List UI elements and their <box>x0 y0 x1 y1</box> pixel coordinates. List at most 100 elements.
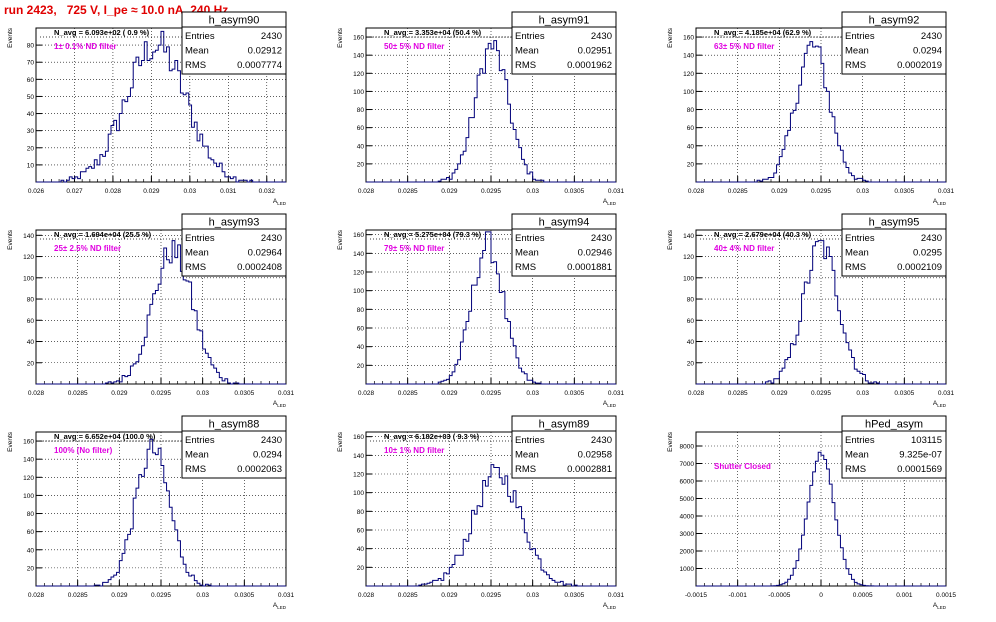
x-tick-label: 0.029 <box>143 188 160 195</box>
histogram-panel-h_asym93: 0.028 0.0285 0.029 0.0295 0.03 0.0305 0.031 20 4… <box>7 213 295 408</box>
stats-label-entries: Entries <box>185 435 215 446</box>
stats-value-entries: 2430 <box>591 435 612 446</box>
x-tick-label: -0.001 <box>728 592 747 599</box>
stats-label-mean: Mean <box>185 450 209 461</box>
y-axis-title: Events <box>7 431 14 452</box>
y-tick-label: 160 <box>353 232 364 239</box>
y-axis-title: Events <box>7 27 14 48</box>
x-tick-label: 0.028 <box>358 592 375 599</box>
stats-box <box>841 415 947 479</box>
stats-box <box>511 415 617 479</box>
y-tick-label: 120 <box>683 254 694 261</box>
x-axis-title: ALED <box>603 198 617 206</box>
x-tick-label: 0.031 <box>938 188 955 195</box>
stats-label-mean: Mean <box>185 46 209 57</box>
filter-label: 25± 2.5% ND filter <box>54 244 121 253</box>
histogram-bars-hPed_asym <box>696 451 946 587</box>
histogram-name: h_asym89 <box>539 419 590 431</box>
stats-box <box>181 213 287 277</box>
x-tick-label: 0.029 <box>441 390 458 397</box>
navg-label: N_avg = 6.093e+02 ( 0.9 %) <box>54 28 150 37</box>
y-tick-label: 20 <box>357 363 365 370</box>
y-tick-label: 60 <box>27 529 35 536</box>
stats-label-entries: Entries <box>515 31 545 42</box>
y-tick-label: 2000 <box>680 549 695 556</box>
stats-value-mean: 0.0294 <box>253 450 282 461</box>
x-tick-label: 0.0295 <box>811 188 831 195</box>
x-tick-label: 0.026 <box>28 188 45 195</box>
navg-label: N_avg = 1.694e+04 (25.5 %) <box>54 230 152 239</box>
y-tick-label: 20 <box>27 145 35 152</box>
stats-value-rms: 0.0002408 <box>237 262 282 273</box>
y-tick-label: 80 <box>687 107 695 114</box>
y-tick-label: 160 <box>683 35 694 42</box>
stats-label-rms: RMS <box>185 262 206 273</box>
stats-label-entries: Entries <box>845 233 875 244</box>
y-tick-label: 100 <box>353 89 364 96</box>
x-tick-label: 0.031 <box>278 592 295 599</box>
y-tick-label: 3000 <box>680 531 695 538</box>
x-tick-label: 0.027 <box>66 188 83 195</box>
y-tick-label: 40 <box>27 111 35 118</box>
y-tick-label: 100 <box>353 490 364 497</box>
y-tick-label: 20 <box>687 360 695 367</box>
y-tick-label: 50 <box>27 94 35 101</box>
y-tick-label: 80 <box>357 509 365 516</box>
stats-value-mean: 0.02958 <box>578 450 612 461</box>
stats-value-rms: 0.0001569 <box>897 464 942 475</box>
stats-value-mean: 0.02964 <box>248 248 282 259</box>
y-tick-label: 140 <box>683 233 694 240</box>
stats-label-entries: Entries <box>185 233 215 244</box>
y-tick-label: 140 <box>353 53 364 60</box>
stats-label-entries: Entries <box>845 31 875 42</box>
y-tick-label: 4000 <box>680 514 695 521</box>
y-tick-label: 120 <box>353 472 364 479</box>
histogram-name: hPed_asym <box>865 419 923 431</box>
filter-label: 79± 5% ND filter <box>384 244 444 253</box>
x-tick-label: -0.0015 <box>685 592 707 599</box>
stats-box <box>841 213 947 277</box>
x-axis-title: ALED <box>603 400 617 408</box>
y-tick-label: 100 <box>23 493 34 500</box>
x-tick-label: 0.0285 <box>728 390 748 397</box>
y-axis-title: Events <box>337 229 344 250</box>
x-tick-label: 0.0305 <box>234 592 254 599</box>
stats-value-entries: 2430 <box>921 233 942 244</box>
y-axis-title: Events <box>667 431 674 452</box>
x-tick-label: 0.032 <box>259 188 276 195</box>
stats-value-mean: 0.0294 <box>913 46 942 57</box>
y-tick-label: 40 <box>687 339 695 346</box>
stats-label-mean: Mean <box>515 450 539 461</box>
y-axis-title: Events <box>337 27 344 48</box>
x-tick-label: 0.028 <box>358 390 375 397</box>
x-tick-label: -0.0005 <box>768 592 790 599</box>
y-tick-label: 40 <box>687 143 695 150</box>
y-axis-title: Events <box>337 431 344 452</box>
y-tick-label: 100 <box>683 89 694 96</box>
y-tick-label: 5000 <box>680 496 695 503</box>
stats-value-rms: 0.0002109 <box>897 262 942 273</box>
y-tick-label: 100 <box>683 275 694 282</box>
histogram-bars-h_asym90 <box>36 30 286 183</box>
y-tick-label: 100 <box>23 275 34 282</box>
histogram-bars-h_asym89 <box>366 464 616 587</box>
x-tick-label: 0.0285 <box>728 188 748 195</box>
stats-box <box>511 11 617 75</box>
stats-label-rms: RMS <box>185 60 206 71</box>
y-tick-label: 60 <box>357 528 365 535</box>
y-tick-label: 30 <box>27 128 35 135</box>
y-tick-label: 140 <box>683 53 694 60</box>
stats-value-rms: 0.0002063 <box>237 464 282 475</box>
histogram-name: h_asym93 <box>209 217 260 229</box>
x-tick-label: 0.03 <box>196 592 209 599</box>
stats-value-entries: 2430 <box>591 233 612 244</box>
histogram-name: h_asym95 <box>869 217 920 229</box>
x-tick-label: 0.0295 <box>481 188 501 195</box>
x-tick-label: 0.0295 <box>481 390 501 397</box>
y-tick-label: 140 <box>23 233 34 240</box>
x-tick-label: 0.029 <box>771 188 788 195</box>
y-tick-label: 40 <box>27 339 35 346</box>
x-tick-label: 0.0295 <box>151 592 171 599</box>
y-axis-title: Events <box>7 229 14 250</box>
y-tick-label: 120 <box>683 71 694 78</box>
